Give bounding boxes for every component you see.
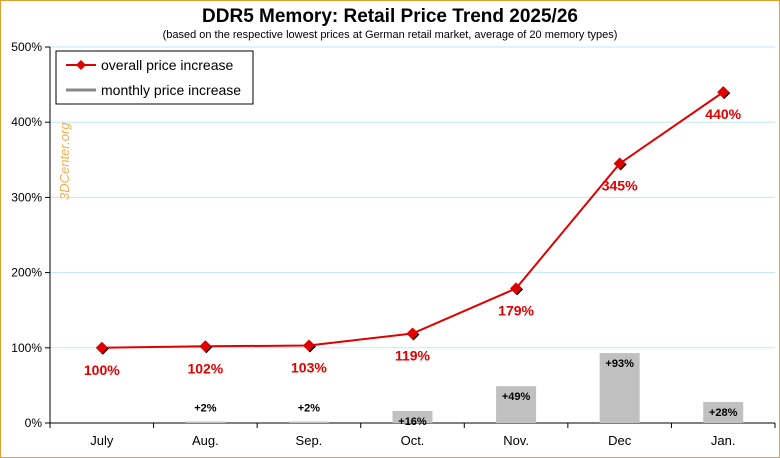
point-marker: [406, 327, 419, 340]
point-data-label: 179%: [498, 302, 534, 318]
y-tick-label: 100%: [11, 341, 42, 355]
x-tick-label: July: [90, 433, 114, 448]
bar-data-label: +93%: [605, 358, 634, 370]
y-tick-label: 400%: [11, 115, 42, 129]
bar-monthly-increase: [288, 421, 329, 423]
legend-label-monthly: monthly price increase: [101, 82, 241, 98]
x-tick-label: Nov.: [503, 433, 529, 448]
bar-monthly-increase: [392, 410, 433, 423]
point-marker: [613, 157, 626, 170]
legend-marker-swatch: [76, 60, 86, 70]
plot-area: [50, 47, 775, 423]
bar-data-label: +2%: [194, 402, 217, 414]
bar-monthly-increase: [703, 401, 744, 423]
point-data-label: 119%: [395, 348, 431, 364]
chart-title: DDR5 Memory: Retail Price Trend 2025/26: [202, 6, 578, 27]
bar-monthly-increase: [599, 353, 640, 423]
x-tick-label: Aug.: [192, 433, 219, 448]
bar-data-label: +2%: [298, 402, 321, 414]
bar-data-label: +28%: [709, 407, 738, 419]
x-tick-label: Oct.: [401, 433, 425, 448]
chart-subtitle: (based on the respective lowest prices a…: [162, 29, 618, 41]
x-tick-label: Jan.: [711, 433, 736, 448]
point-marker: [510, 282, 523, 295]
bar-monthly-increase: [496, 386, 537, 423]
bar-data-label: +16%: [398, 416, 427, 428]
x-tick-label: Dec: [608, 433, 632, 448]
legend-box: [55, 50, 254, 105]
legend-label-overall: overall price increase: [101, 57, 233, 73]
point-data-label: 102%: [187, 360, 223, 376]
point-marker: [302, 339, 315, 352]
bar-data-label: +49%: [502, 391, 531, 403]
point-marker: [95, 341, 108, 354]
watermark-text: 3DCenter.org: [57, 122, 72, 200]
y-tick-label: 500%: [11, 40, 42, 54]
y-tick-label: 0%: [25, 416, 43, 430]
point-data-label: 345%: [602, 178, 638, 194]
point-marker: [717, 86, 730, 99]
point-data-label: 100%: [84, 362, 120, 378]
y-tick-label: 200%: [11, 266, 42, 280]
point-data-label: 103%: [291, 360, 327, 376]
x-tick-label: Sep.: [296, 433, 323, 448]
bar-monthly-increase: [185, 421, 226, 423]
point-data-label: 440%: [705, 106, 741, 122]
y-tick-label: 300%: [11, 190, 42, 204]
point-marker: [199, 340, 212, 353]
